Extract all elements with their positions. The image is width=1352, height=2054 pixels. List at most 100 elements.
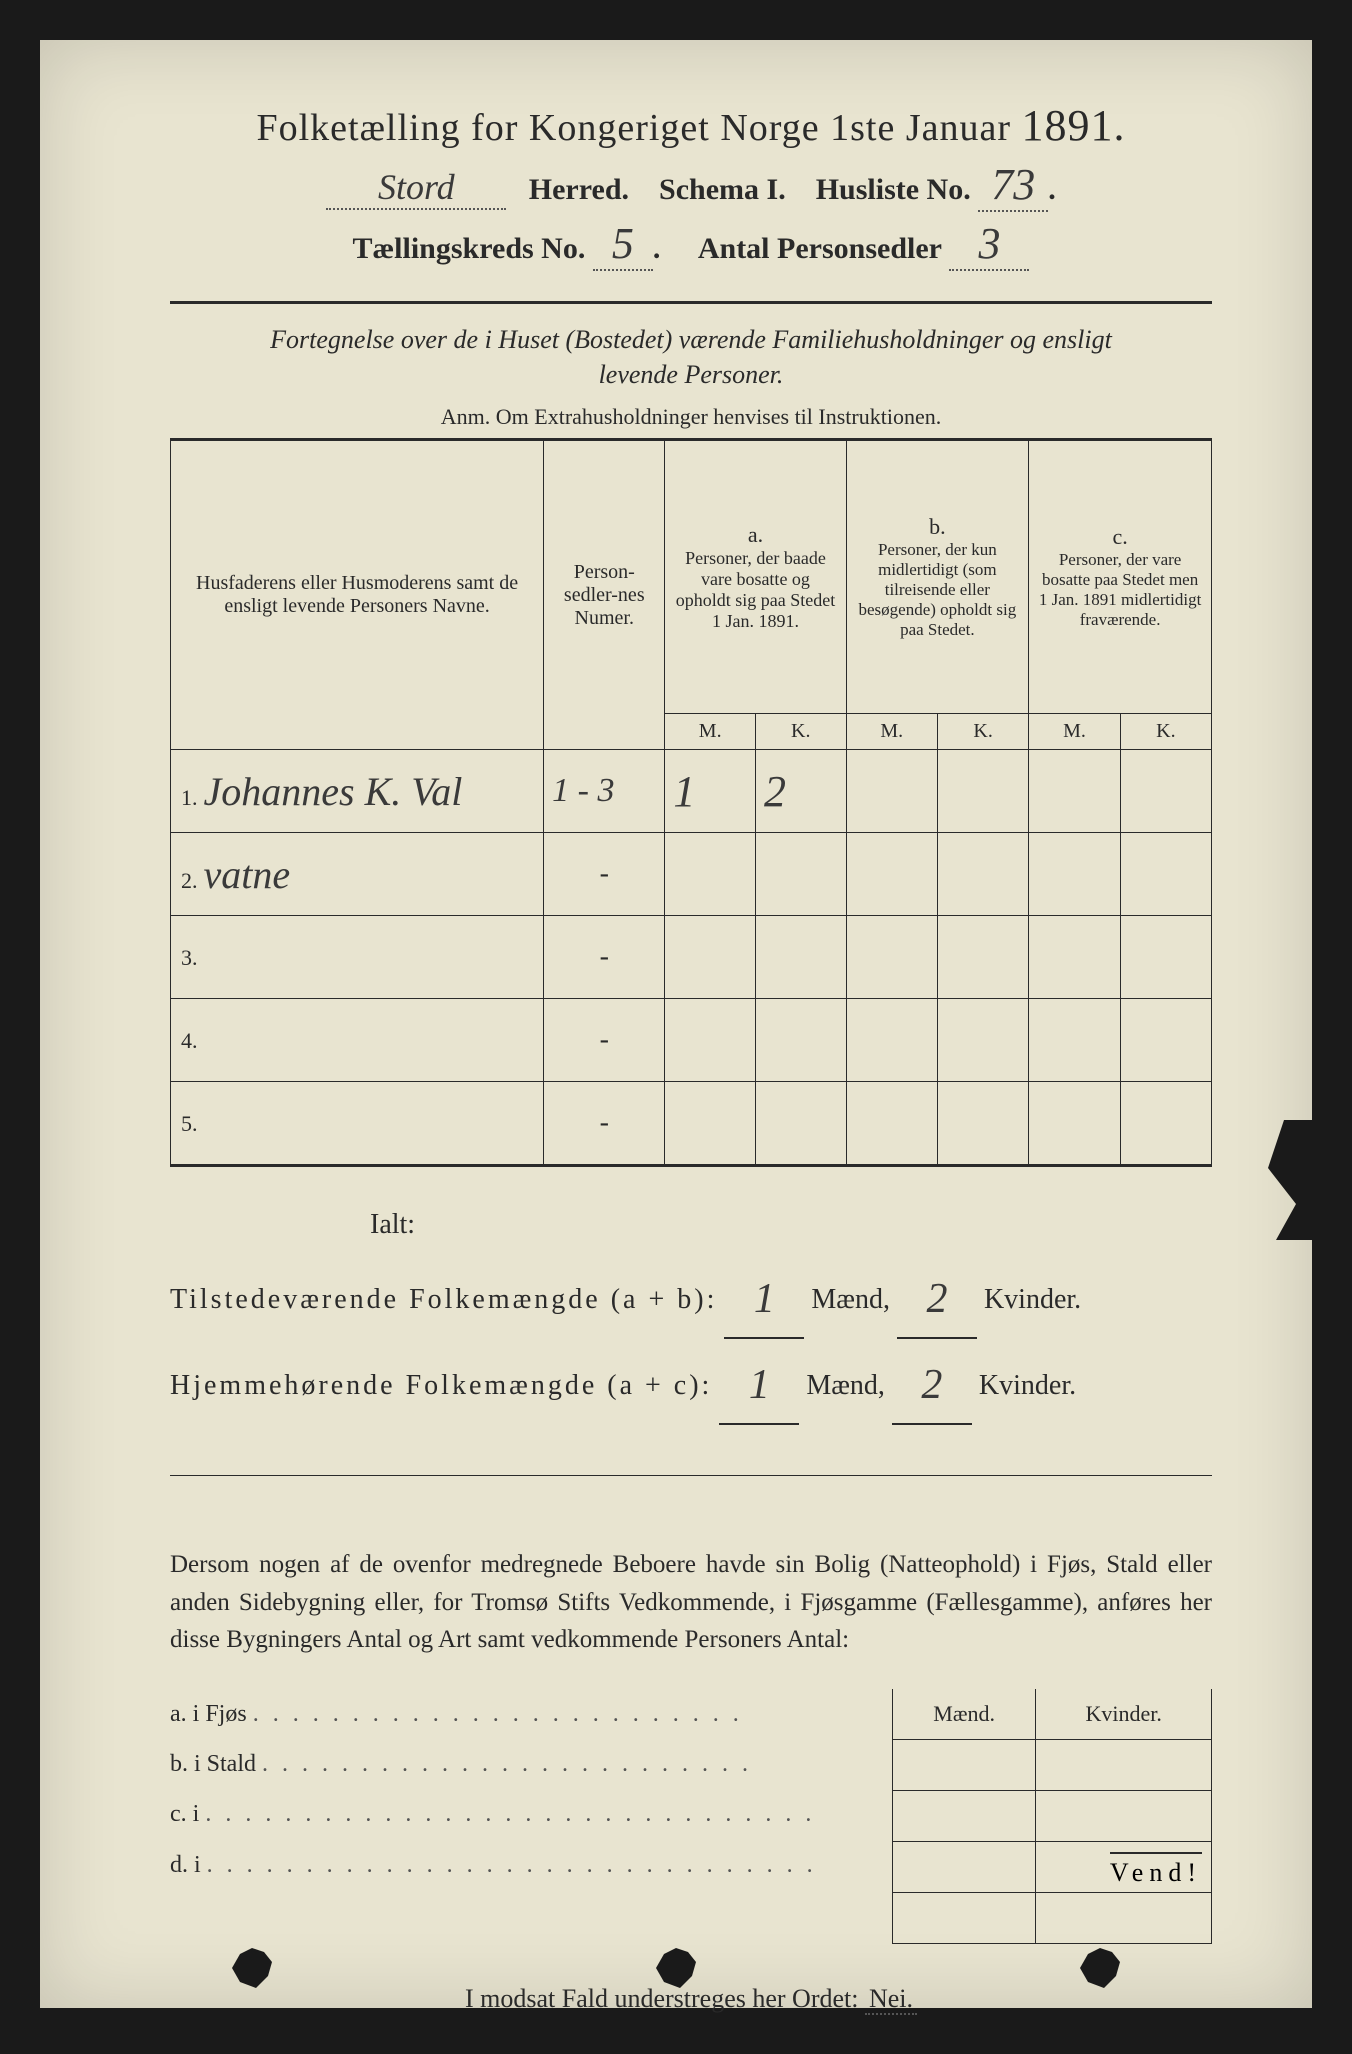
nei-before: I modsat Fald understreges her Ordet:: [465, 1984, 859, 2013]
mk-table: Mænd. Kvinder.: [892, 1689, 1212, 1944]
am-cell-3: [665, 916, 756, 999]
ck-cell-2: [1120, 833, 1211, 916]
ck-cell-5: [1120, 1082, 1211, 1166]
subtitle: Fortegnelse over de i Huset (Bostedet) v…: [170, 322, 1212, 392]
ialt-r2m-field: 1: [719, 1339, 799, 1425]
ak-cell-2: [756, 833, 847, 916]
table-row: 4. -: [171, 999, 1212, 1082]
bk-cell-5: [938, 1082, 1029, 1166]
binding-holes: [40, 1948, 1312, 1988]
divider-2: [170, 1475, 1212, 1476]
num-cell-5: -: [544, 1082, 665, 1166]
table-row: 5. -: [171, 1082, 1212, 1166]
bk-cell-1: [938, 750, 1029, 833]
lower-b: b. i Stald . . . . . . . . . . . . . . .…: [170, 1739, 892, 1789]
bk-cell-3: [938, 916, 1029, 999]
name-cell-5: 5.: [171, 1082, 544, 1166]
ck-cell-3: [1120, 916, 1211, 999]
hole-icon: [656, 1948, 696, 1988]
mk-kvinder-header: Kvinder.: [1036, 1689, 1212, 1740]
subtitle-line1: Fortegnelse over de i Huset (Bostedet) v…: [170, 322, 1212, 357]
main-table: Husfaderens eller Husmoderens samt de en…: [170, 438, 1212, 1167]
husliste-field: 73: [978, 159, 1048, 212]
herred-value: Stord: [378, 167, 455, 207]
bm-cell-3: [846, 916, 938, 999]
ck-cell-1: [1120, 750, 1211, 833]
content-area: Folketælling for Kongeriget Norge 1ste J…: [40, 40, 1312, 2054]
table-row: 1.Johannes K. Val 1 - 3 1 2: [171, 750, 1212, 833]
anm-note: Anm. Om Extrahusholdninger henvises til …: [170, 404, 1212, 430]
name-cell-2: 2.vatne: [171, 833, 544, 916]
am-cell-1: 1: [665, 750, 756, 833]
col-c-k: K.: [1120, 714, 1211, 750]
col-header-b: b. Personer, der kun midlertidigt (som t…: [846, 440, 1029, 714]
col-b-m: M.: [846, 714, 938, 750]
col-b-k: K.: [938, 714, 1029, 750]
antal-field: 3: [949, 218, 1029, 271]
ialt-section: Ialt: Tilstedeværende Folkemængde (a + b…: [170, 1197, 1212, 1425]
num-cell-3: -: [544, 916, 665, 999]
document-page: Folketælling for Kongeriget Norge 1ste J…: [40, 40, 1312, 2008]
ialt-row2-label: Hjemmehørende Folkemængde (a + c):: [170, 1370, 712, 1401]
ak-cell-5: [756, 1082, 847, 1166]
cm-cell-5: [1029, 1082, 1121, 1166]
am-cell-2: [665, 833, 756, 916]
cm-cell-3: [1029, 916, 1121, 999]
header-line-2: Stord Herred. Schema I. Husliste No. 73.: [170, 159, 1212, 212]
col-a-m: M.: [665, 714, 756, 750]
herred-field: Stord: [326, 166, 506, 210]
husliste-value: 73: [991, 160, 1035, 209]
lower-right: Mænd. Kvinder.: [892, 1689, 1212, 1944]
lower-c: c. i . . . . . . . . . . . . . . . . . .…: [170, 1789, 892, 1839]
num-cell-1: 1 - 3: [544, 750, 665, 833]
lower-left: a. i Fjøs . . . . . . . . . . . . . . . …: [170, 1689, 892, 1944]
mk-row: [893, 1892, 1212, 1943]
cm-cell-4: [1029, 999, 1121, 1082]
ialt-row1-label: Tilstedeværende Folkemængde (a + b):: [170, 1284, 717, 1315]
col-header-names: Husfaderens eller Husmoderens samt de en…: [171, 440, 544, 750]
kreds-field: 5: [593, 218, 653, 271]
name-cell-3: 3.: [171, 916, 544, 999]
ialt-r1k-field: 2: [897, 1253, 977, 1339]
col-header-a: a. Personer, der baade vare bosatte og o…: [665, 440, 846, 714]
col-c-m: M.: [1029, 714, 1121, 750]
ialt-r2k-field: 2: [892, 1339, 972, 1425]
ck-cell-4: [1120, 999, 1211, 1082]
num-cell-2: -: [544, 833, 665, 916]
bm-cell-1: [846, 750, 938, 833]
mk-header-row: Mænd. Kvinder.: [893, 1689, 1212, 1740]
cm-cell-2: [1029, 833, 1121, 916]
vend-label: Vend!: [1110, 1852, 1202, 1888]
cm-cell-1: [1029, 750, 1121, 833]
kreds-value: 5: [612, 219, 634, 268]
title-year: 1891.: [1022, 101, 1126, 150]
mk-maend-header: Mænd.: [893, 1689, 1036, 1740]
maend-label-2: Mænd,: [806, 1370, 885, 1401]
kreds-label: Tællingskreds No.: [353, 232, 586, 265]
ialt-r1m-field: 1: [724, 1253, 804, 1339]
table-row: 2.vatne -: [171, 833, 1212, 916]
maend-label: Mænd,: [811, 1284, 890, 1315]
hole-icon: [232, 1948, 272, 1988]
am-cell-5: [665, 1082, 756, 1166]
col-a-k: K.: [756, 714, 847, 750]
col-header-c: c. Personer, der vare bosatte paa Stedet…: [1029, 440, 1212, 714]
husliste-label: Husliste No.: [816, 173, 971, 206]
nei-word: Nei.: [865, 1984, 917, 2015]
antal-value: 3: [978, 219, 1000, 268]
title-text: Folketælling for Kongeriget Norge 1ste J…: [256, 107, 1011, 149]
ialt-row-1: Tilstedeværende Folkemængde (a + b): 1 M…: [170, 1253, 1212, 1339]
col-header-num: Person-sedler-nes Numer.: [544, 440, 665, 750]
bm-cell-2: [846, 833, 938, 916]
lower-section: a. i Fjøs . . . . . . . . . . . . . . . …: [170, 1689, 1212, 1944]
nei-line: I modsat Fald understreges her Ordet: Ne…: [170, 1984, 1212, 2014]
hole-icon: [1080, 1948, 1120, 1988]
num-cell-4: -: [544, 999, 665, 1082]
mk-row: [893, 1790, 1212, 1841]
bm-cell-5: [846, 1082, 938, 1166]
header-line-3: Tællingskreds No. 5. Antal Personsedler …: [170, 218, 1212, 271]
lower-d: d. i . . . . . . . . . . . . . . . . . .…: [170, 1840, 892, 1890]
bk-cell-4: [938, 999, 1029, 1082]
kvinder-label: Kvinder.: [984, 1284, 1081, 1315]
schema-label: Schema I.: [659, 173, 786, 206]
